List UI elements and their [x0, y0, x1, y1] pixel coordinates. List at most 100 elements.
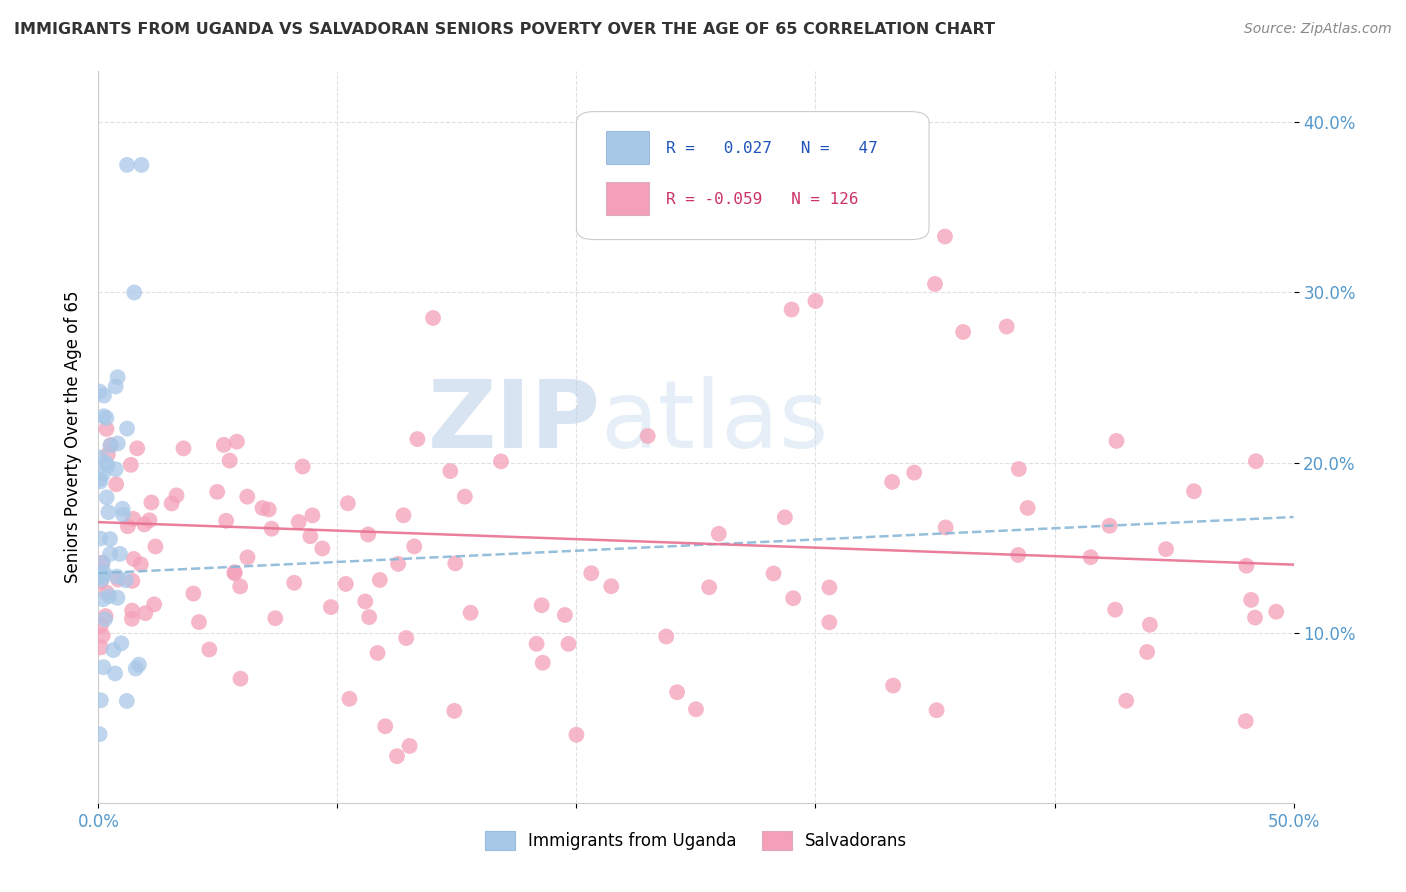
Point: [1234, 558, 1257, 573]
Point: [188, 615, 211, 629]
Point: [134, 517, 156, 532]
Point: [105, 477, 128, 491]
Point: [782, 591, 804, 606]
Point: [260, 522, 283, 536]
Point: [1017, 500, 1039, 515]
Point: [707, 526, 730, 541]
Point: [93, 566, 115, 580]
Point: [359, 610, 381, 624]
Point: [773, 510, 796, 524]
Point: [299, 529, 322, 543]
Point: [94, 456, 117, 470]
Point: [229, 672, 252, 686]
Point: [121, 604, 143, 618]
Point: [354, 594, 377, 608]
Point: [107, 591, 129, 605]
Point: [925, 703, 948, 717]
Point: [108, 547, 131, 561]
Point: [780, 302, 803, 317]
Point: [319, 600, 342, 615]
Point: [934, 229, 956, 244]
Text: IMMIGRANTS FROM UGANDA VS SALVADORAN SENIORS POVERTY OVER THE AGE OF 65 CORRELAT: IMMIGRANTS FROM UGANDA VS SALVADORAN SEN…: [14, 22, 995, 37]
Text: R =   0.027   N =   47: R = 0.027 N = 47: [666, 141, 877, 156]
Point: [252, 500, 274, 515]
Point: [96, 411, 118, 425]
Point: [121, 574, 143, 588]
Point: [374, 719, 396, 733]
Point: [404, 540, 426, 554]
Point: [264, 611, 287, 625]
Point: [236, 550, 259, 565]
Text: R = -0.059   N = 126: R = -0.059 N = 126: [666, 192, 859, 207]
Point: [91, 556, 114, 570]
Point: [311, 541, 333, 556]
Point: [398, 739, 420, 753]
Point: [236, 490, 259, 504]
Point: [89, 532, 111, 546]
Point: [804, 293, 827, 308]
Point: [93, 568, 115, 582]
Point: [122, 552, 145, 566]
Point: [89, 384, 111, 399]
Point: [339, 691, 361, 706]
Point: [143, 598, 166, 612]
Point: [1182, 484, 1205, 499]
Point: [903, 466, 925, 480]
Point: [1115, 694, 1137, 708]
Point: [96, 585, 118, 599]
Legend: Immigrants from Uganda, Salvadorans: Immigrants from Uganda, Salvadorans: [478, 824, 914, 856]
Point: [110, 636, 132, 650]
Point: [107, 573, 129, 587]
Point: [127, 442, 149, 456]
Point: [443, 704, 465, 718]
Point: [100, 438, 122, 452]
Point: [96, 491, 118, 505]
Point: [530, 599, 553, 613]
Point: [762, 566, 785, 581]
Point: [1104, 602, 1126, 616]
Point: [120, 458, 142, 472]
Point: [125, 661, 148, 675]
Point: [97, 458, 120, 473]
Point: [1244, 610, 1267, 624]
Point: [89, 450, 111, 465]
Point: [924, 277, 946, 291]
Point: [115, 421, 138, 435]
Point: [368, 573, 391, 587]
Point: [104, 462, 127, 476]
Point: [107, 436, 129, 450]
Point: [212, 438, 235, 452]
Point: [121, 612, 143, 626]
Point: [224, 566, 246, 581]
Point: [637, 429, 659, 443]
Point: [697, 580, 720, 594]
Point: [367, 646, 389, 660]
Point: [257, 502, 280, 516]
Point: [1007, 548, 1029, 562]
Point: [554, 607, 576, 622]
Point: [205, 484, 228, 499]
Point: [444, 557, 467, 571]
Point: [335, 577, 357, 591]
Point: [90, 574, 112, 589]
Point: [1244, 454, 1267, 468]
Text: ZIP: ZIP: [427, 376, 600, 468]
Point: [600, 579, 623, 593]
Point: [98, 589, 121, 603]
FancyBboxPatch shape: [606, 182, 650, 216]
Point: [98, 547, 121, 561]
Point: [385, 749, 408, 764]
Point: [336, 496, 359, 510]
Point: [134, 606, 156, 620]
Point: [224, 566, 246, 580]
Point: [229, 579, 252, 593]
Point: [531, 656, 554, 670]
Point: [291, 459, 314, 474]
Point: [406, 432, 429, 446]
Point: [454, 490, 477, 504]
Point: [1098, 518, 1121, 533]
Point: [818, 615, 841, 630]
Point: [581, 566, 603, 581]
Point: [107, 370, 129, 384]
Point: [90, 570, 112, 584]
